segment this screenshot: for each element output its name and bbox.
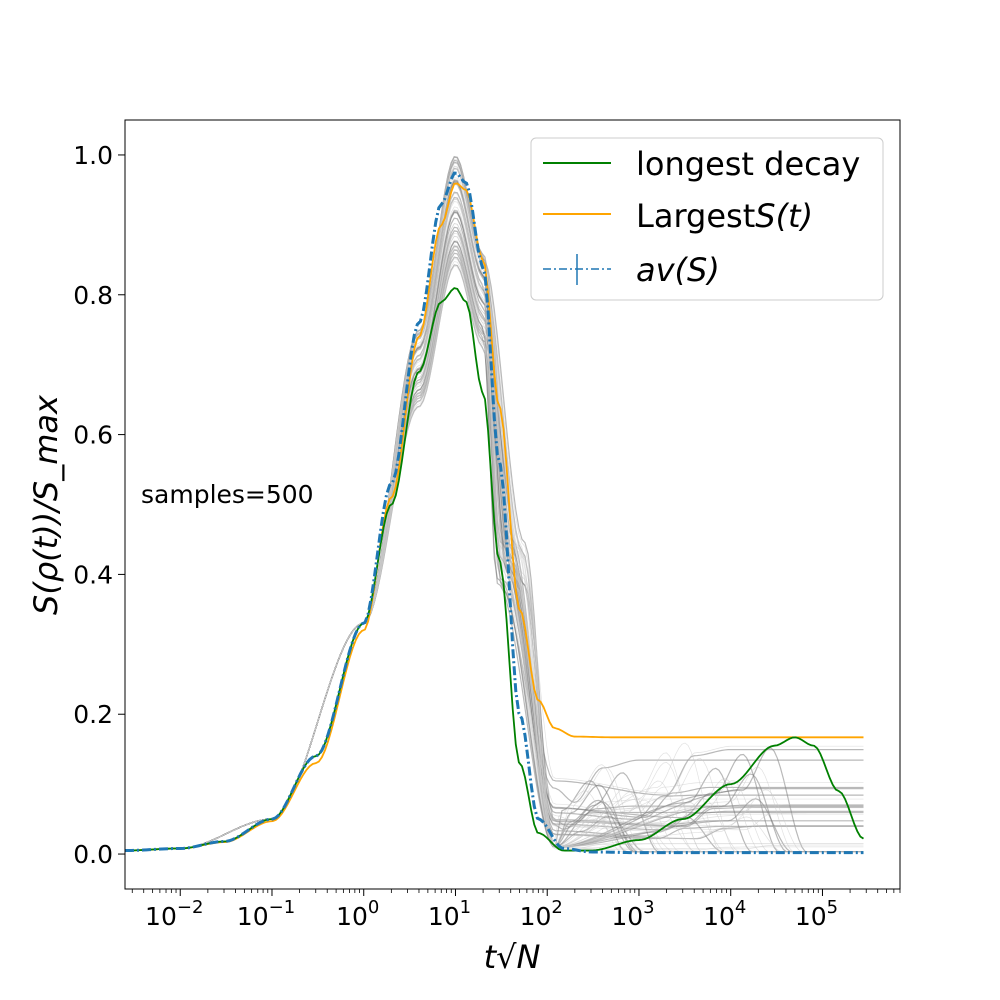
x-tick-label: 10−2 — [145, 897, 203, 931]
axes-frame — [124, 119, 901, 890]
y-tick-label: 0.6 — [73, 421, 113, 450]
plot-area — [124, 155, 864, 855]
x-tick-label: 102 — [520, 897, 563, 931]
legend: longest decay LargestS(t) av(S) — [530, 137, 884, 301]
y-axis: 0.0 0.2 0.4 0.6 0.8 1.0 — [73, 141, 125, 869]
y-tick-label: 0.4 — [73, 560, 113, 589]
x-axis: 10−2 10−1 100 101 102 103 104 105 — [131, 889, 901, 931]
y-tick-label: 1.0 — [73, 141, 113, 170]
y-tick-label: 0.0 — [73, 840, 113, 869]
y-tick-label: 0.2 — [73, 700, 113, 729]
y-tick-label: 0.8 — [73, 281, 113, 310]
legend-label-largest-text: Largest — [636, 197, 755, 235]
samples-annotation: samples=500 — [141, 480, 314, 509]
legend-label-longest-decay: longest decay — [636, 145, 860, 183]
x-tick-label: 103 — [611, 897, 654, 931]
x-tick-label: 100 — [336, 897, 379, 931]
legend-label-average: av(S) — [636, 251, 720, 289]
x-tick-label: 104 — [703, 897, 746, 931]
x-axis-label: t√N — [484, 938, 541, 976]
x-tick-label: 10−1 — [237, 897, 295, 931]
legend-box — [530, 137, 884, 301]
legend-label-largest: LargestS(t) — [636, 197, 813, 235]
series-lines — [124, 171, 864, 855]
legend-label-largest-math: S(t) — [755, 197, 813, 235]
x-tick-label: 101 — [428, 897, 471, 931]
series-line-av-s- — [124, 171, 864, 855]
x-tick-label: 105 — [795, 897, 838, 931]
y-axis-label: S(ρ(t))/S_max — [27, 394, 65, 615]
